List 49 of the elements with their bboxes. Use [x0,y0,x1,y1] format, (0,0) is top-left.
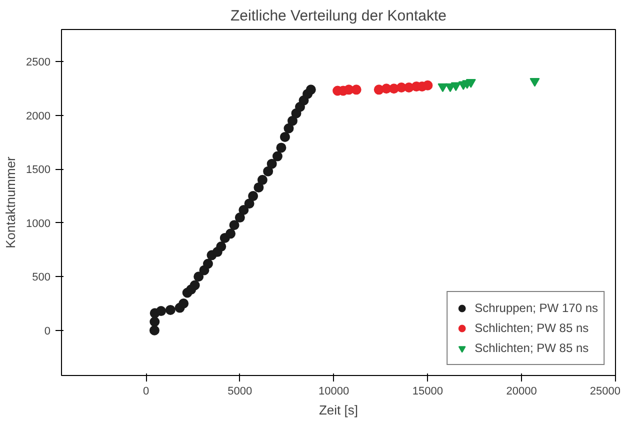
point [238,205,249,216]
x-axis-title: Zeit [s] [318,402,358,418]
chart-title: Zeitliche Verteilung der Kontakte [230,8,446,24]
point [266,158,277,169]
point [254,182,264,192]
point [284,123,294,134]
point [190,280,200,290]
point [165,304,176,315]
x-tick-label: 15000 [412,386,444,398]
y-tick-label: 0 [44,325,51,338]
point [234,212,245,223]
x-tick-label: 25000 [590,386,621,398]
point [194,272,204,282]
legend-label: Schruppen; PW 170 ns [474,301,598,315]
point [306,84,316,95]
point [150,316,160,327]
point [438,83,448,92]
legend-label: Schlichten; PW 85 ns [474,321,589,335]
point [244,198,254,209]
legend-label: Schlichten; PW 85 ns [474,341,589,355]
point [149,325,160,336]
point [248,191,258,202]
point [287,116,298,126]
y-tick-label: 500 [32,272,51,284]
y-tick-label: 1500 [26,164,51,176]
y-tick-label: 1000 [26,218,51,230]
point [450,82,461,92]
point [530,78,540,87]
x-tick-label: 0 [142,386,150,398]
y-axis-title: Kontaktnummer [3,156,18,248]
x-tick-label: 20000 [506,386,537,398]
x-tick-label: 10000 [318,386,350,398]
point [272,151,282,162]
point [263,166,274,176]
point [216,242,226,252]
point [226,228,236,239]
point [276,142,286,153]
point [178,298,189,308]
point [229,220,240,230]
point [351,84,362,95]
point [257,174,268,185]
y-tick-label: 2500 [26,56,51,69]
point [202,258,213,269]
point [156,306,166,316]
point [422,80,433,90]
x-tick-label: 5000 [228,386,252,398]
point [280,132,290,142]
y-tick-label: 2000 [26,110,51,122]
point [466,79,476,88]
